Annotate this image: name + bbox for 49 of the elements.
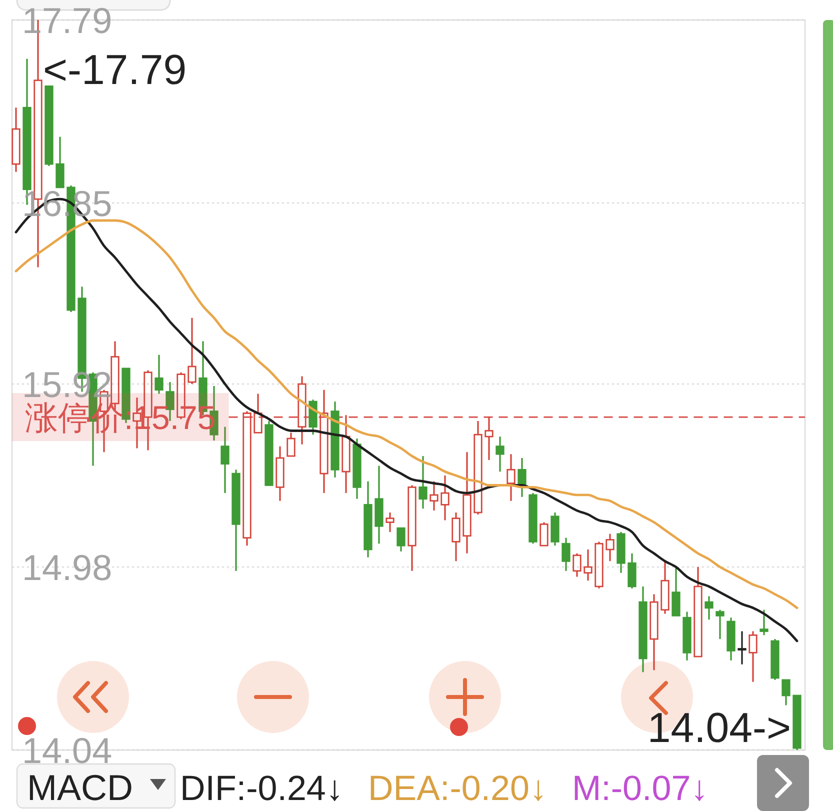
candlestick xyxy=(506,453,516,502)
candlestick xyxy=(650,593,658,671)
candlestick xyxy=(748,630,758,683)
candlestick xyxy=(716,609,724,640)
annotation: <-17.79 xyxy=(42,46,187,93)
candlestick xyxy=(452,512,460,562)
candlestick xyxy=(386,512,394,533)
candlestick xyxy=(418,455,428,510)
candlestick xyxy=(606,533,614,562)
candlestick xyxy=(562,537,570,572)
candlestick xyxy=(594,540,604,590)
candlestick xyxy=(154,354,164,395)
candlestick xyxy=(484,416,494,461)
candlestick xyxy=(440,474,450,522)
text: M:-0.07↓ xyxy=(572,769,708,808)
text: DEA:-0.20↓ xyxy=(368,769,547,808)
candlestick xyxy=(738,630,746,666)
candlestick xyxy=(56,136,64,188)
candlestick xyxy=(462,451,472,554)
candlestick xyxy=(12,106,20,173)
candlestick xyxy=(782,679,790,706)
candlestick xyxy=(188,317,196,385)
candlestick xyxy=(672,566,680,616)
candlestick xyxy=(704,595,714,620)
candlestick xyxy=(298,375,306,446)
candlestick xyxy=(286,432,296,457)
candlestick xyxy=(496,436,504,472)
candlestick xyxy=(276,446,284,502)
candlestick xyxy=(474,420,482,516)
annotation: 14.04-> xyxy=(647,704,792,751)
y-tick-label: 17.79 xyxy=(22,0,112,41)
text: DIF:-0.24↓ xyxy=(180,769,344,808)
candlestick xyxy=(584,548,592,582)
candlestick xyxy=(572,552,582,578)
candlestick xyxy=(220,426,230,494)
candlestick xyxy=(254,392,262,434)
candlestick xyxy=(628,552,636,590)
candlestick xyxy=(430,480,438,512)
y-tick-label: 14.98 xyxy=(22,546,112,588)
candlestick xyxy=(408,484,416,572)
candlestick xyxy=(694,566,702,658)
candlestick xyxy=(540,521,548,546)
candlestick xyxy=(396,527,406,552)
candlestick xyxy=(518,457,526,498)
candlestick xyxy=(660,560,670,615)
candlestick xyxy=(342,414,350,494)
candlestick xyxy=(320,389,328,494)
candlestick xyxy=(760,609,768,636)
candlestick xyxy=(242,410,252,546)
